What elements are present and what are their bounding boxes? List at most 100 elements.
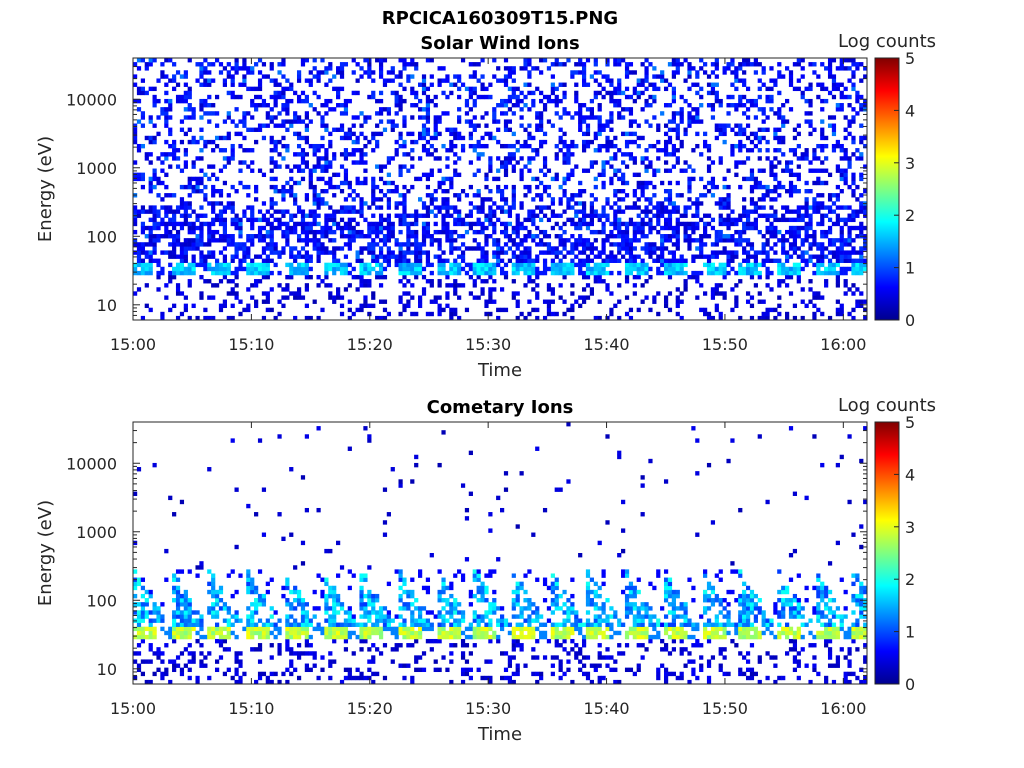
heatmap-cell [742,82,747,87]
heatmap-cell [609,143,614,149]
heatmap-cell [304,238,309,243]
heatmap-cell [398,172,403,178]
heatmap-cell [296,238,302,243]
heatmap-cell [183,164,188,169]
heatmap-cell [824,254,829,259]
heatmap-cell [144,679,149,685]
heatmap-cell [402,242,407,247]
heatmap-cell [648,225,653,231]
heatmap-cell [788,74,794,79]
heatmap-cell [488,270,493,276]
heatmap-cell [585,131,591,137]
heatmap-cell [785,66,790,71]
heatmap-cell [359,148,364,153]
heatmap-cell [172,634,177,640]
heatmap-cell [617,111,622,116]
heatmap-cell [796,262,801,268]
heatmap-cell [300,152,306,157]
heatmap-cell [663,86,669,92]
heatmap-cell [703,131,708,137]
heatmap-cell [242,160,247,165]
heatmap-cell [597,217,602,223]
heatmap-cell [402,262,407,268]
heatmap-cell [242,254,247,259]
heatmap-cell [800,90,805,96]
heatmap-cell [375,221,380,227]
heatmap-cell [472,193,477,198]
heatmap-cell [199,643,204,648]
heatmap-cell [757,168,762,173]
heatmap-cell [539,168,544,173]
heatmap-cell [441,78,446,83]
heatmap-cell [168,205,173,210]
heatmap-cell [804,201,809,206]
heatmap-cell [636,225,641,231]
heatmap-cell [347,205,352,210]
heatmap-cell [199,291,204,296]
heatmap-cell [777,279,782,284]
heatmap-cell [574,246,579,251]
heatmap-cell [410,295,415,300]
heatmap-cell [859,107,864,112]
heatmap-cell [339,266,345,272]
heatmap-cell [367,62,372,67]
heatmap-cell [663,262,669,268]
heatmap-cell [726,111,731,116]
heatmap-cell [683,58,688,63]
heatmap-cell [398,258,403,263]
heatmap-cell [824,279,829,284]
heatmap-cell [281,209,286,214]
heatmap-cell [601,172,606,178]
heatmap-cell [136,254,142,259]
heatmap-cell [745,115,751,120]
heatmap-cell [398,164,403,169]
heatmap-cell [332,127,337,132]
heatmap-cell [140,593,146,599]
heatmap-cell [144,270,149,276]
heatmap-cell [285,274,290,280]
heatmap-cell [457,94,462,100]
heatmap-cell [133,62,138,67]
heatmap-cell [581,258,587,263]
heatmap-cell [511,164,516,169]
heatmap-cell [843,66,848,71]
heatmap-cell [324,180,329,186]
heatmap-cell [324,283,329,288]
heatmap-cell [851,139,856,145]
heatmap-cell [726,197,731,202]
heatmap-cell [847,225,852,231]
heatmap-cell [156,176,161,182]
heatmap-cell [382,217,388,223]
heatmap-cell [546,242,552,247]
heatmap-cell [624,229,630,235]
heatmap-cell [191,176,196,182]
heatmap-cell [320,225,325,231]
heatmap-cell [636,143,641,149]
heatmap-cell [773,78,778,83]
heatmap-cell [168,229,173,235]
heatmap-cell [706,213,712,218]
heatmap-cell [472,229,477,235]
heatmap-cell [827,229,833,235]
heatmap-cell [156,221,161,227]
heatmap-cell [581,139,587,145]
heatmap-cell [250,258,255,263]
heatmap-cell [433,119,438,124]
heatmap-cell [667,193,673,198]
heatmap-cell [503,111,509,116]
heatmap-cell [816,94,821,100]
heatmap-cell [792,86,798,92]
heatmap-cell [765,213,770,218]
heatmap-cell [433,299,438,304]
heatmap-cell [745,86,751,92]
heatmap-cell [687,70,692,75]
heatmap-cell [242,184,247,190]
heatmap-cell [191,115,196,120]
heatmap-cell [386,172,391,178]
heatmap-cell [378,111,384,116]
heatmap-cell [402,274,407,280]
heatmap-cell [500,246,505,251]
heatmap-cell [211,103,216,108]
heatmap-cell [136,242,142,247]
heatmap-cell [827,209,833,214]
